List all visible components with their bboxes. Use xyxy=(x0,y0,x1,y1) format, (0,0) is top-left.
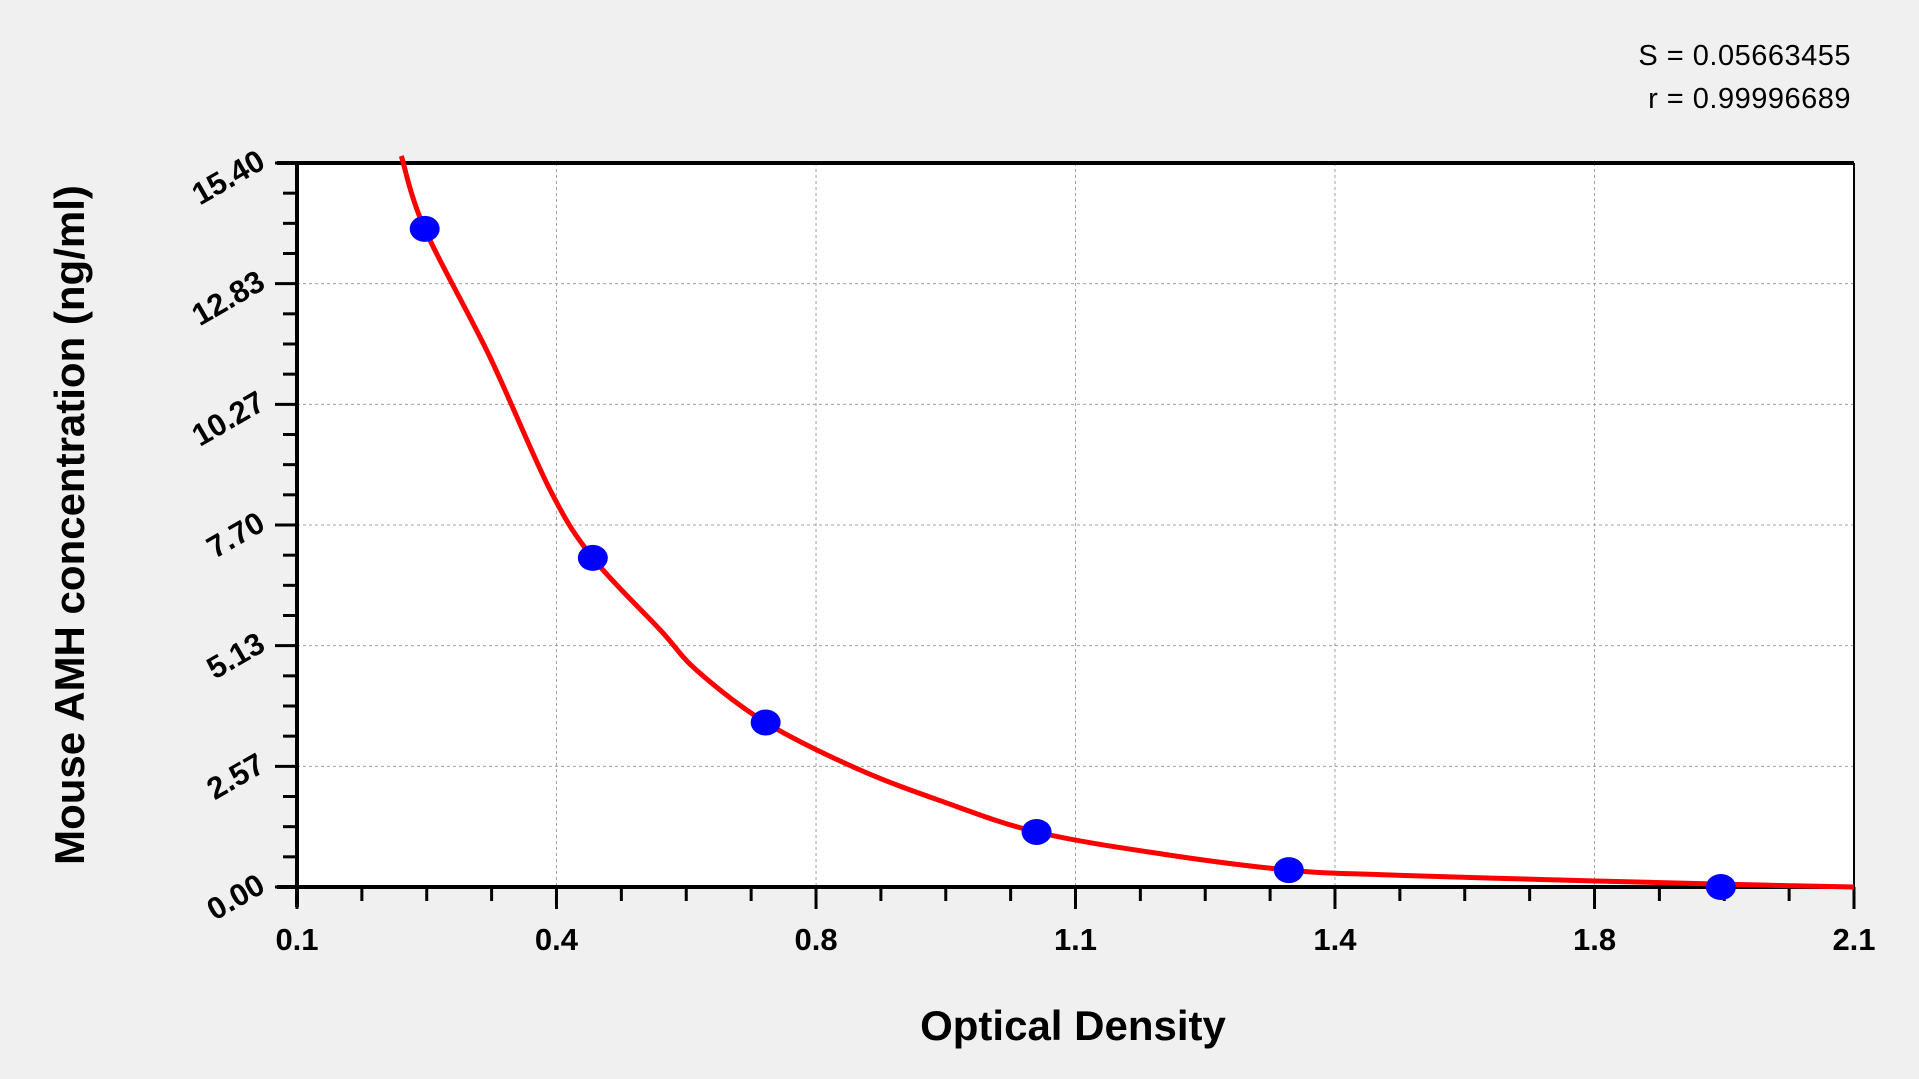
y-tick-label: 0.00 xyxy=(201,867,271,927)
data-point xyxy=(409,215,440,242)
y-tick-label: 2.57 xyxy=(201,746,271,806)
x-tick-label: 0.1 xyxy=(275,922,318,957)
x-tick-label: 1.8 xyxy=(1573,922,1616,957)
data-points-layer xyxy=(409,215,1736,900)
axes xyxy=(275,161,1856,909)
data-point xyxy=(1705,874,1736,900)
y-axis-title: Mouse AMH concentration (ng/ml) xyxy=(46,185,93,865)
r-statistic: r = 0.99996689 xyxy=(1648,83,1851,115)
fit-curve xyxy=(398,155,1855,890)
y-tick-label: 7.70 xyxy=(201,505,271,565)
y-tick-label: 15.40 xyxy=(186,143,271,212)
data-point xyxy=(750,709,781,736)
data-point xyxy=(1273,857,1304,884)
data-point xyxy=(1021,818,1052,845)
x-tick-label: 0.4 xyxy=(535,922,579,957)
x-tick-label: 1.4 xyxy=(1313,922,1357,957)
y-tick-label: 12.83 xyxy=(186,263,271,332)
fit-curve-layer xyxy=(398,155,1855,890)
y-tick-label: 5.13 xyxy=(201,625,271,685)
y-tick-label: 10.27 xyxy=(186,384,271,453)
s-statistic: S = 0.05663455 xyxy=(1638,40,1851,72)
x-tick-label: 0.8 xyxy=(794,922,837,957)
x-axis-title: Optical Density xyxy=(920,1002,1226,1049)
data-point xyxy=(577,544,608,571)
grid-lines xyxy=(297,163,1854,887)
x-tick-label: 1.1 xyxy=(1054,922,1097,957)
x-tick-label: 2.1 xyxy=(1832,922,1875,957)
